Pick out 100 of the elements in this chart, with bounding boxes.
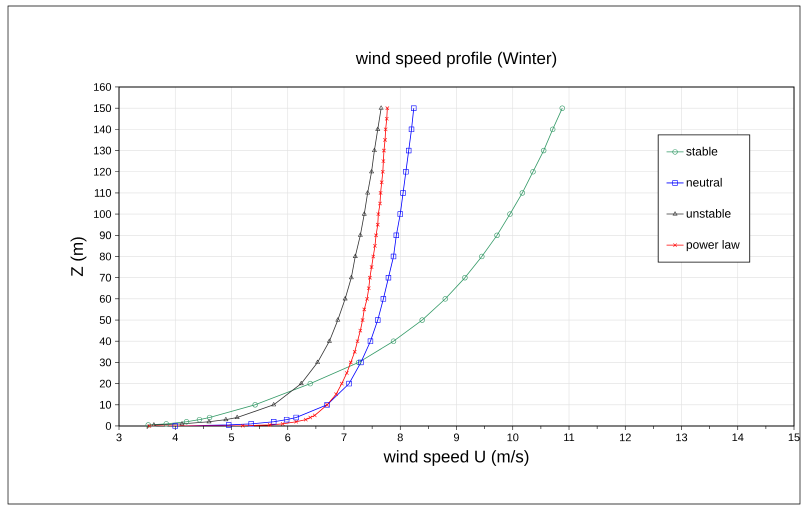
point [372, 244, 377, 248]
y-tick-label: 100 [94, 210, 112, 218]
chart-title: wind speed profile (Winter) [356, 52, 556, 68]
y-tick-label: 150 [94, 104, 112, 112]
point [348, 360, 353, 364]
point [520, 190, 526, 196]
point [358, 360, 364, 366]
point [390, 338, 396, 344]
y-tick-label: 10 [100, 400, 112, 409]
point [308, 380, 313, 386]
y-tick-label: 0 [106, 422, 112, 430]
point [382, 148, 386, 153]
point [280, 422, 285, 426]
point [315, 360, 320, 364]
point [380, 296, 386, 302]
y-tick-label: 110 [94, 189, 112, 197]
point [376, 222, 380, 227]
point [380, 180, 384, 184]
point [206, 419, 212, 424]
point [240, 424, 245, 428]
y-tick-label: 50 [100, 316, 112, 324]
point [530, 169, 536, 174]
x-tick-label: 11 [564, 434, 574, 442]
point [334, 392, 338, 396]
point [356, 360, 362, 366]
x-tick-label: 5 [228, 434, 234, 442]
point [378, 190, 383, 195]
point [381, 159, 386, 164]
point [358, 232, 363, 237]
point [360, 318, 365, 322]
y-tick-label: 80 [100, 252, 112, 260]
legend-label: power law [686, 240, 740, 252]
y-tick-label: 130 [94, 146, 112, 154]
point [479, 254, 485, 260]
x-tick-label: 13 [676, 434, 688, 442]
point [327, 338, 332, 343]
point [442, 296, 448, 302]
point [372, 148, 377, 152]
point [224, 416, 228, 422]
legend-label: stable [686, 146, 718, 156]
y-tick-label: 60 [100, 294, 112, 303]
y-tick-label: 140 [94, 125, 112, 134]
point [370, 265, 374, 270]
x-axis-title: wind speed U (m/s) [384, 450, 528, 466]
point [375, 126, 380, 131]
point [206, 414, 212, 420]
point [271, 419, 276, 424]
point [374, 233, 378, 238]
point [365, 190, 370, 194]
point [342, 296, 348, 300]
point [352, 350, 357, 354]
point [340, 382, 344, 386]
point [384, 127, 388, 132]
y-tick-label: 120 [94, 168, 112, 176]
point [420, 317, 425, 323]
point [284, 416, 290, 422]
x-tick-label: 12 [620, 434, 631, 442]
point [368, 276, 372, 280]
point [462, 274, 468, 280]
point [196, 416, 202, 422]
point [507, 211, 513, 217]
y-tick-label: 40 [100, 337, 112, 346]
point [348, 274, 354, 280]
point [371, 254, 376, 258]
point [406, 148, 412, 154]
point [184, 419, 190, 424]
x-tick-label: 7 [342, 434, 347, 442]
point [352, 254, 358, 258]
point [380, 170, 385, 174]
legend-label: neutral [686, 178, 722, 187]
point [400, 190, 406, 196]
point [252, 402, 258, 408]
point [358, 328, 362, 333]
point [386, 274, 392, 280]
point [378, 202, 382, 206]
point [234, 414, 240, 420]
point [550, 126, 556, 132]
x-tick-label: 9 [454, 434, 460, 442]
x-tick-label: 10 [507, 434, 518, 442]
point [398, 211, 403, 217]
y-tick-label: 70 [100, 274, 112, 282]
x-tick-label: 8 [398, 434, 403, 442]
point [383, 138, 388, 142]
point [369, 169, 374, 174]
point [408, 126, 414, 132]
point [368, 338, 374, 344]
point [294, 414, 299, 420]
x-tick-label: 3 [116, 434, 122, 442]
point [346, 380, 352, 386]
point [403, 169, 409, 174]
point [362, 211, 367, 216]
x-tick-label: 14 [732, 434, 744, 442]
point [180, 421, 184, 426]
point [226, 422, 232, 428]
y-axis-title: Z (m) [70, 237, 86, 276]
point [394, 232, 400, 238]
y-tick-label: 30 [100, 358, 112, 366]
point [356, 339, 360, 344]
point [271, 402, 276, 406]
point [375, 317, 380, 323]
